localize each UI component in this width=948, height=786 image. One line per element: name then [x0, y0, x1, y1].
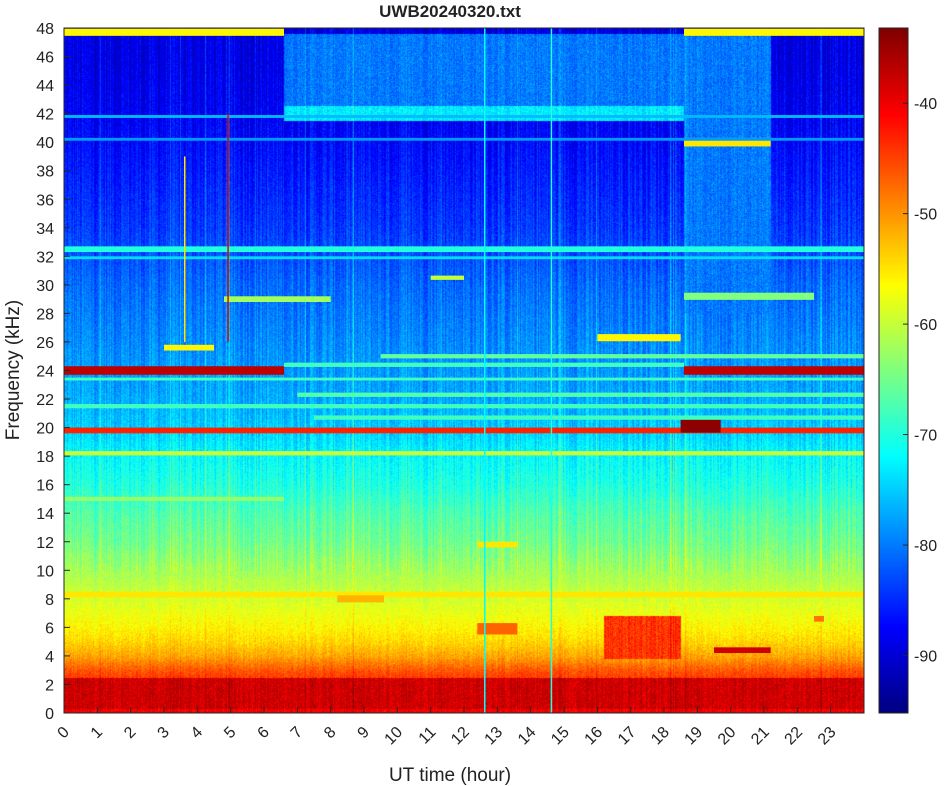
y-tick-label: 38 — [36, 164, 54, 181]
narrowband-line-5.9kHz — [477, 623, 518, 635]
y-tick-label: 32 — [36, 249, 54, 266]
y-tick-label: 18 — [36, 449, 54, 466]
vertical-spike — [484, 28, 486, 713]
y-tick-label: 24 — [36, 364, 54, 381]
narrowband-line-8kHz-b — [337, 595, 384, 603]
x-tick-label: 15 — [548, 724, 573, 749]
narrowband-line-40kHz — [684, 137, 771, 147]
y-tick-label: 34 — [36, 221, 54, 238]
y-tick-label: 40 — [36, 135, 54, 152]
x-axis: 0 1 2 3 4 5 6 7 8 9 10 11 12 13 14 15 16 17 18 19 20 21 22 23 — [55, 707, 840, 748]
y-tick-label: 14 — [36, 506, 54, 523]
narrowband-line-24kHz-b — [684, 366, 864, 375]
narrowband-line-30.5kHz — [430, 275, 464, 280]
x-axis-label: UT time (hour) — [389, 765, 511, 786]
x-tick-label: 14 — [515, 724, 540, 749]
narrowband-line-40.2kHz — [64, 137, 864, 141]
x-tick-label: 13 — [482, 724, 507, 749]
colorbar-frame — [878, 27, 909, 714]
narrowband-line-25.6kHz — [164, 344, 214, 351]
colorbar-gradient — [879, 28, 908, 713]
x-tick-label: 6 — [255, 724, 273, 742]
narrowband-line-18.2kHz — [64, 451, 864, 456]
chart-title: UWB20240320.txt — [379, 2, 521, 21]
x-tick-label: 5 — [221, 724, 239, 742]
y-tick-label: 4 — [45, 649, 54, 666]
y-tick-label: 26 — [36, 335, 54, 352]
x-tick-label: 16 — [582, 724, 607, 749]
narrowband-line-47.7kHz-a — [64, 28, 284, 36]
y-tick-label: 36 — [36, 192, 54, 209]
vertical-spike — [184, 156, 186, 342]
y-tick-label: 48 — [36, 21, 54, 38]
narrowband-line-6.6kHz — [814, 615, 824, 622]
y-tick-label: 10 — [36, 563, 54, 580]
y-tick-label: 12 — [36, 535, 54, 552]
x-tick-label: 1 — [88, 724, 106, 742]
x-tick-label: 7 — [288, 724, 306, 742]
x-tick-label: 10 — [382, 724, 407, 749]
narrowband-line-20.1kHz-burst — [680, 419, 721, 433]
narrowband-line-22.3kHz — [297, 392, 864, 397]
spectral-features — [64, 28, 864, 713]
y-tick-label: 0 — [45, 706, 54, 723]
narrowband-line-29kHz — [224, 296, 331, 302]
y-tick-label: 28 — [36, 306, 54, 323]
x-tick-label: 12 — [448, 724, 473, 749]
narrowband-line-21.5kHz — [64, 404, 864, 409]
x-tick-label: 2 — [121, 724, 139, 742]
x-tick-label: 22 — [782, 724, 807, 749]
narrowband-line-19.8kHz — [64, 427, 864, 434]
x-tick-label: 17 — [615, 724, 640, 749]
y-tick-label: 8 — [45, 592, 54, 609]
y-tick-label: 46 — [36, 50, 54, 67]
colorbar-tick-label: -70 — [914, 428, 937, 445]
x-tick-label: 21 — [748, 724, 773, 749]
x-tick-label: 0 — [55, 724, 73, 742]
x-tick-label: 11 — [416, 724, 440, 748]
y-axis: 0246810121416182022242628303234363840424… — [36, 21, 70, 723]
x-tick-label: 3 — [155, 724, 173, 742]
narrowband-line-8.3kHz — [64, 591, 864, 598]
narrowband-line-47.7kHz-b — [684, 28, 864, 36]
y-axis-label: Frequency (kHz) — [3, 300, 24, 440]
x-tick-label: 19 — [682, 724, 707, 749]
colorbar-tick-label: -60 — [914, 317, 937, 334]
y-tick-label: 44 — [36, 78, 54, 95]
colorbar-tick-label: -40 — [914, 96, 937, 113]
y-tick-label: 2 — [45, 677, 54, 694]
narrowband-line-25kHz — [380, 354, 864, 359]
x-tick-label: 8 — [321, 724, 339, 742]
y-tick-label: 6 — [45, 620, 54, 637]
colorbar-axis: -40 -50 -60 -70 -80 -90 — [903, 96, 937, 666]
y-tick-label: 42 — [36, 107, 54, 124]
vertical-spike — [227, 113, 229, 342]
narrowband-line-41.8kHz — [64, 115, 864, 118]
y-tick-label: 30 — [36, 278, 54, 295]
narrowband-line-11.8kHz — [477, 541, 518, 548]
colorbar-tick-label: -80 — [914, 538, 937, 555]
narrowband-line-29kHz-b — [684, 292, 814, 300]
x-tick-label: 4 — [188, 724, 206, 742]
y-tick-label: 22 — [36, 392, 54, 409]
narrowband-line-23.5kHz — [64, 377, 864, 381]
vertical-spike — [550, 28, 553, 713]
narrowband-line-15kHz — [64, 496, 284, 502]
y-tick-label: 20 — [36, 421, 54, 438]
narrowband-line-24kHz-a — [64, 366, 284, 375]
colorbar-tick-label: -90 — [914, 649, 937, 666]
y-tick-label: 16 — [36, 478, 54, 495]
x-tick-label: 20 — [715, 724, 740, 749]
x-tick-label: 23 — [815, 724, 840, 749]
x-tick-label: 9 — [355, 724, 373, 742]
narrowband-line-32.5kHz — [64, 246, 864, 253]
narrowband-line-26.3kHz — [597, 334, 681, 342]
narrowband-line-20.6kHz — [314, 415, 864, 420]
colorbar-tick-label: -50 — [914, 207, 937, 224]
narrowband-line-32kHz — [64, 256, 864, 260]
x-tick-label: 18 — [648, 724, 673, 749]
narrowband-line-4.4kHz — [714, 647, 771, 654]
